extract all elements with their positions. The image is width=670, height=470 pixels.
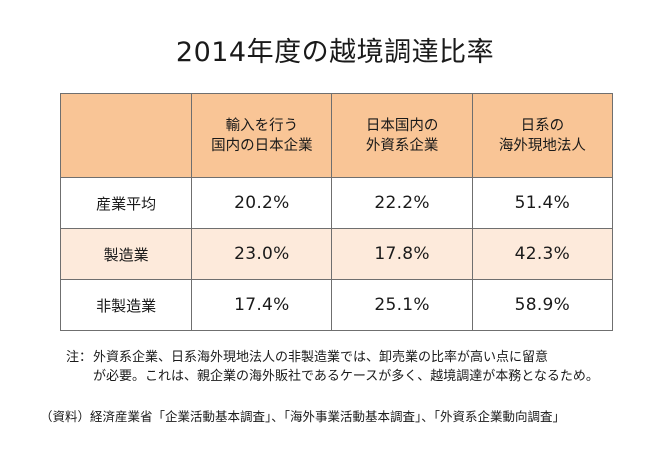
- footnote: 注： 外資系企業、日系海外現地法人の非製造業では、卸売業の比率が高い点に留意 が…: [66, 348, 653, 386]
- column-header-line: 輸入を行う: [225, 117, 299, 134]
- header-corner-cell: [59, 93, 193, 178]
- column-header-line: 海外現地法人: [498, 137, 586, 154]
- column-header-importing-japanese-firms: 輸入を行う 国内の日本企業: [191, 93, 333, 178]
- table-cell: 51.4%: [471, 177, 614, 229]
- table-cell: 17.8%: [331, 228, 473, 280]
- table-cell: 58.9%: [471, 279, 614, 331]
- row-label: 産業平均: [59, 177, 193, 229]
- column-header-line: 日系の: [520, 117, 565, 134]
- table-cell: 25.1%: [331, 279, 473, 331]
- source-citation: （資料）経済産業省「企業活動基本調査」、「海外事業活動基本調査」、「外資系企業動…: [40, 409, 566, 424]
- table-cell: 17.4%: [191, 279, 333, 331]
- table-header-row: 輸入を行う 国内の日本企業 日本国内の 外資系企業 日系の 海外現地法人: [59, 93, 614, 178]
- page-title: 2014年度の越境調達比率: [175, 37, 495, 68]
- column-header-line: 国内の日本企業: [211, 137, 313, 154]
- table-cell: 20.2%: [191, 177, 333, 229]
- column-header-foreign-affiliates-in-japan: 日本国内の 外資系企業: [331, 93, 473, 178]
- column-header-line: 日本国内の: [365, 117, 439, 134]
- procurement-ratio-table: 輸入を行う 国内の日本企業 日本国内の 外資系企業 日系の 海外現地法人 産業平…: [59, 93, 614, 331]
- footnote-marker: 注：: [66, 350, 93, 365]
- column-header-line: 外資系企業: [365, 137, 439, 154]
- row-label: 非製造業: [59, 279, 193, 331]
- table-cell: 23.0%: [191, 228, 333, 280]
- table-row: 非製造業 17.4% 25.1% 58.9%: [59, 279, 614, 331]
- table-cell: 22.2%: [331, 177, 473, 229]
- row-label: 製造業: [59, 228, 193, 280]
- footnote-line: 外資系企業、日系海外現地法人の非製造業では、卸売業の比率が高い点に留意: [93, 350, 549, 365]
- table-row: 製造業 23.0% 17.8% 42.3%: [59, 228, 614, 280]
- table-row: 産業平均 20.2% 22.2% 51.4%: [59, 177, 614, 229]
- table-cell: 42.3%: [471, 228, 614, 280]
- footnote-line: が必要。これは、親企業の海外販社であるケースが多く、越境調達が本務となるため。: [93, 369, 599, 384]
- column-header-japanese-overseas-subsidiaries: 日系の 海外現地法人: [471, 93, 614, 178]
